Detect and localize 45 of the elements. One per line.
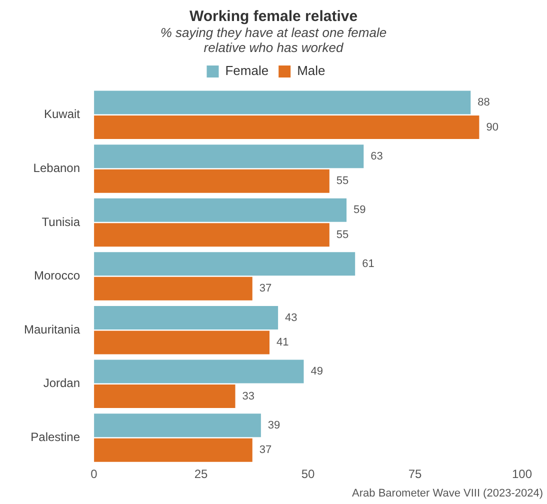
y-tick-label: Palestine <box>30 430 80 444</box>
bar <box>94 223 330 247</box>
bar <box>94 330 270 354</box>
data-label: 41 <box>276 336 289 349</box>
chart-subtitle: % saying they have at least one female relative who has worked <box>159 25 388 55</box>
data-label: 55 <box>336 175 349 188</box>
data-label: 90 <box>486 121 498 134</box>
data-label: 59 <box>354 204 366 216</box>
data-label: 63 <box>370 150 383 162</box>
y-tick-label: Kuwait <box>44 107 81 122</box>
bar <box>94 360 304 384</box>
data-label: 88 <box>478 96 490 109</box>
y-tick-label: Tunisia <box>42 214 80 229</box>
bar <box>94 252 356 276</box>
bar <box>94 144 364 168</box>
bar <box>94 276 252 300</box>
data-label: 37 <box>259 444 272 456</box>
legend-label: Female <box>225 63 269 78</box>
bar <box>94 306 278 330</box>
bar <box>94 414 261 438</box>
x-tick-label: 100 <box>512 467 532 482</box>
data-label: 61 <box>362 258 374 270</box>
bar <box>94 169 330 193</box>
y-tick-label: Jordan <box>43 376 80 390</box>
x-tick-label: 0 <box>90 467 98 482</box>
bar <box>94 116 480 140</box>
bar <box>94 384 236 408</box>
bar <box>94 438 252 462</box>
data-label: 33 <box>242 390 255 402</box>
y-tick-label: Morocco <box>34 268 80 283</box>
bar <box>94 90 471 114</box>
chart-title: Working female relative <box>188 8 359 25</box>
bar <box>94 198 347 222</box>
data-label: 39 <box>268 419 280 432</box>
data-label: 49 <box>310 366 323 378</box>
data-label: 43 <box>285 312 298 324</box>
y-tick-label: Mauritania <box>24 322 80 336</box>
legend-label: Male <box>297 63 326 78</box>
x-tick-label: 25 <box>194 467 208 482</box>
y-tick-label: Lebanon <box>33 161 80 176</box>
x-tick-label: 50 <box>301 467 316 482</box>
data-label: 55 <box>336 228 349 241</box>
text: Arab Barometer Wave VIII (2023-2024) <box>352 488 543 500</box>
data-label: 37 <box>259 282 272 295</box>
x-tick-label: 75 <box>408 467 422 482</box>
